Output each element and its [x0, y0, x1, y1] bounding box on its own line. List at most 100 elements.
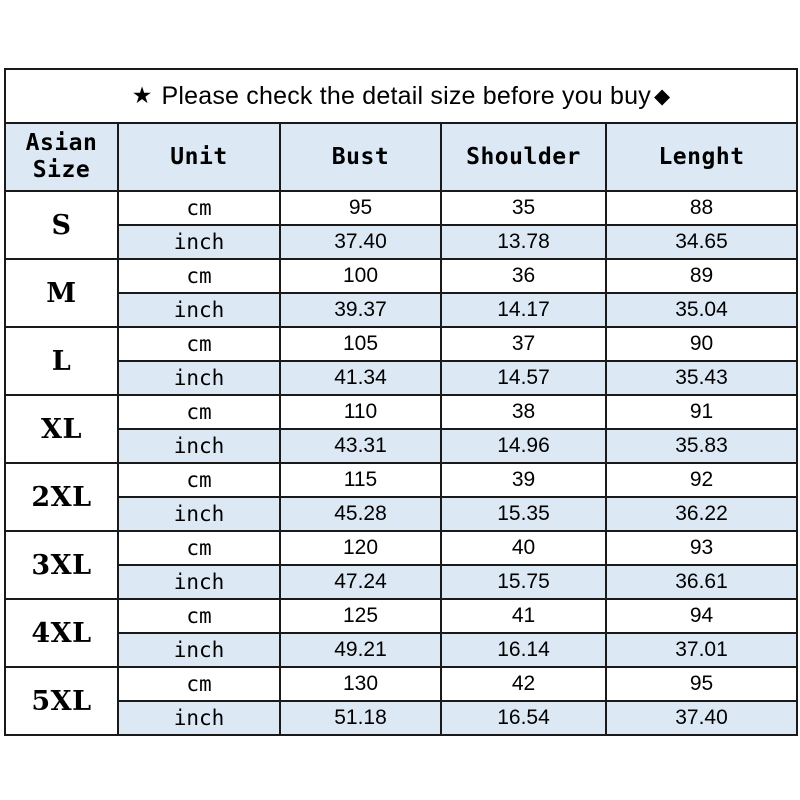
- bust-value-cm: 120: [279, 530, 442, 566]
- table-row: inch 47.24 15.75 36.61: [5, 564, 799, 600]
- length-value-cm: 88: [604, 190, 799, 226]
- size-label-l: L: [4, 326, 119, 396]
- bust-value-inch: 49.21: [279, 632, 442, 668]
- column-header-asian-size: Asian Size: [4, 122, 119, 192]
- table-row: 5XL cm 130 42 95: [4, 666, 799, 736]
- length-value-inch: 36.61: [604, 564, 799, 600]
- unit-label-cm: cm: [117, 598, 281, 634]
- length-value-inch: 35.43: [604, 360, 799, 396]
- banner-text: Please check the detail size before you …: [161, 81, 651, 110]
- unit-label-cm: cm: [117, 326, 281, 362]
- length-value-cm: 92: [604, 462, 799, 498]
- unit-label-cm: cm: [117, 530, 281, 566]
- size-label-5xl: 5XL: [4, 666, 119, 736]
- bust-value-inch: 51.18: [279, 700, 442, 736]
- bust-value-inch: 43.31: [279, 428, 442, 464]
- unit-label-cm: cm: [117, 666, 281, 702]
- shoulder-value-inch: 13.78: [440, 224, 607, 260]
- unit-label-inch: inch: [117, 700, 281, 736]
- banner-row: ★ Please check the detail size before yo…: [3, 68, 799, 124]
- table-row: inch 51.18 16.54 37.40: [5, 700, 799, 736]
- bust-value-cm: 130: [279, 666, 442, 702]
- table-row: 3XL cm 120 40 93: [4, 530, 799, 600]
- length-value-cm: 94: [604, 598, 799, 634]
- table-row: inch 39.37 14.17 35.04: [5, 292, 799, 328]
- bust-value-inch: 41.34: [279, 360, 442, 396]
- length-value-inch: 37.01: [604, 632, 799, 668]
- length-value-inch: 35.83: [604, 428, 799, 464]
- shoulder-value-cm: 40: [440, 530, 607, 566]
- bust-value-cm: 125: [279, 598, 442, 634]
- bust-value-inch: 47.24: [279, 564, 442, 600]
- unit-label-inch: inch: [117, 428, 281, 464]
- shoulder-value-inch: 16.14: [440, 632, 607, 668]
- bust-value-inch: 39.37: [279, 292, 442, 328]
- shoulder-value-cm: 39: [440, 462, 607, 498]
- table-row: inch 49.21 16.14 37.01: [5, 632, 799, 668]
- star-icon: ★: [131, 82, 153, 109]
- shoulder-value-cm: 38: [440, 394, 607, 430]
- table-row: inch 43.31 14.96 35.83: [5, 428, 799, 464]
- shoulder-value-cm: 42: [440, 666, 607, 702]
- shoulder-value-inch: 16.54: [440, 700, 607, 736]
- shoulder-value-inch: 14.96: [440, 428, 607, 464]
- unit-label-inch: inch: [117, 292, 281, 328]
- size-label-xl: XL: [4, 394, 119, 464]
- column-header-bust: Bust: [279, 122, 442, 192]
- length-value-inch: 34.65: [604, 224, 799, 260]
- unit-label-cm: cm: [117, 462, 281, 498]
- unit-label-cm: cm: [117, 190, 281, 226]
- size-chart-container: ★ Please check the detail size before yo…: [3, 68, 799, 736]
- table-row: XL cm 110 38 91: [4, 394, 799, 464]
- shoulder-value-inch: 15.75: [440, 564, 607, 600]
- bust-value-cm: 115: [279, 462, 442, 498]
- table-row: 2XL cm 115 39 92: [4, 462, 799, 532]
- size-chart-table: ★ Please check the detail size before yo…: [3, 68, 799, 736]
- length-value-inch: 36.22: [604, 496, 799, 532]
- table-row: 4XL cm 125 41 94: [4, 598, 799, 668]
- size-label-3xl: 3XL: [4, 530, 119, 600]
- bust-value-inch: 37.40: [279, 224, 442, 260]
- length-value-cm: 93: [604, 530, 799, 566]
- size-label-4xl: 4XL: [4, 598, 119, 668]
- bust-value-inch: 45.28: [279, 496, 442, 532]
- length-value-cm: 90: [604, 326, 799, 362]
- table-row: inch 41.34 14.57 35.43: [5, 360, 799, 396]
- bust-value-cm: 110: [279, 394, 442, 430]
- shoulder-value-cm: 41: [440, 598, 607, 634]
- size-chart-body: ★ Please check the detail size before yo…: [3, 68, 799, 192]
- table-row: inch 45.28 15.35 36.22: [5, 496, 799, 532]
- diamond-icon: ◆: [653, 83, 671, 108]
- shoulder-value-cm: 35: [440, 190, 607, 226]
- unit-label-cm: cm: [117, 258, 281, 294]
- unit-label-inch: inch: [117, 224, 281, 260]
- shoulder-value-inch: 14.17: [440, 292, 607, 328]
- unit-label-inch: inch: [117, 632, 281, 668]
- bust-value-cm: 100: [279, 258, 442, 294]
- unit-label-inch: inch: [117, 564, 281, 600]
- column-header-shoulder: Shoulder: [440, 122, 607, 192]
- length-value-cm: 91: [604, 394, 799, 430]
- header-row: Asian Size Unit Bust Shoulder Lenght: [4, 122, 799, 192]
- shoulder-value-cm: 36: [440, 258, 607, 294]
- size-label-s: S: [4, 190, 119, 260]
- shoulder-value-inch: 15.35: [440, 496, 607, 532]
- unit-label-inch: inch: [117, 496, 281, 532]
- banner-cell: ★ Please check the detail size before yo…: [3, 68, 799, 124]
- length-value-inch: 35.04: [604, 292, 799, 328]
- length-value-inch: 37.40: [604, 700, 799, 736]
- header-size-line1: Asian: [25, 130, 98, 157]
- size-label-2xl: 2XL: [4, 462, 119, 532]
- shoulder-value-inch: 14.57: [440, 360, 607, 396]
- unit-label-cm: cm: [117, 394, 281, 430]
- header-size-line2: Size: [32, 157, 91, 183]
- column-header-length: Lenght: [604, 122, 799, 192]
- size-label-m: M: [4, 258, 119, 328]
- length-value-cm: 95: [604, 666, 799, 702]
- bust-value-cm: 95: [279, 190, 442, 226]
- table-row: inch 37.40 13.78 34.65: [5, 224, 799, 260]
- shoulder-value-cm: 37: [440, 326, 607, 362]
- bust-value-cm: 105: [279, 326, 442, 362]
